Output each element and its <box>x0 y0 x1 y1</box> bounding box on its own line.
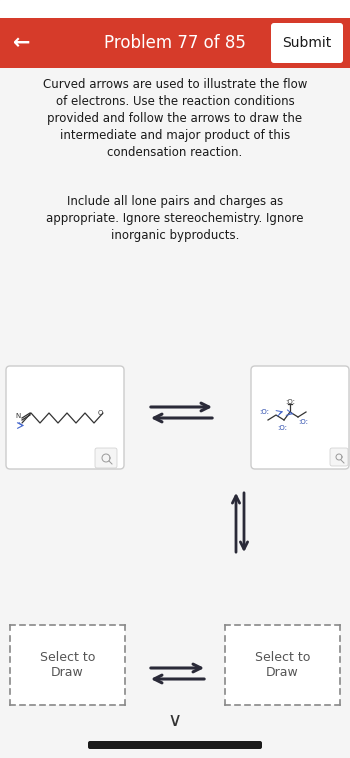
FancyBboxPatch shape <box>95 448 117 468</box>
FancyBboxPatch shape <box>271 23 343 63</box>
Text: intermediate and major product of this: intermediate and major product of this <box>60 129 290 142</box>
Text: appropriate. Ignore stereochemistry. Ignore: appropriate. Ignore stereochemistry. Ign… <box>46 212 304 225</box>
Text: :O:: :O: <box>285 399 295 405</box>
Bar <box>10 625 125 705</box>
Text: Include all lone pairs and charges as: Include all lone pairs and charges as <box>67 195 283 208</box>
Text: :O:: :O: <box>259 409 269 415</box>
Text: :O:: :O: <box>298 419 308 425</box>
Text: inorganic byproducts.: inorganic byproducts. <box>111 229 239 242</box>
Bar <box>0 0 350 17</box>
FancyBboxPatch shape <box>330 448 348 466</box>
Text: Select to
Draw: Select to Draw <box>255 651 310 679</box>
Text: provided and follow the arrows to draw the: provided and follow the arrows to draw t… <box>48 112 302 125</box>
Bar <box>0 18 350 68</box>
Text: of electrons. Use the reaction conditions: of electrons. Use the reaction condition… <box>56 95 294 108</box>
Bar <box>225 625 340 705</box>
Text: :O:: :O: <box>277 425 287 431</box>
Text: N: N <box>15 413 21 419</box>
Text: ∨: ∨ <box>168 710 182 729</box>
FancyBboxPatch shape <box>251 366 349 469</box>
FancyBboxPatch shape <box>88 741 262 749</box>
Text: Curved arrows are used to illustrate the flow: Curved arrows are used to illustrate the… <box>43 78 307 91</box>
Text: Submit: Submit <box>282 36 332 50</box>
Text: ←: ← <box>13 33 31 53</box>
Text: Problem 77 of 85: Problem 77 of 85 <box>104 34 246 52</box>
FancyBboxPatch shape <box>6 366 124 469</box>
Text: Select to
Draw: Select to Draw <box>40 651 95 679</box>
Text: O: O <box>97 410 103 416</box>
Text: condensation reaction.: condensation reaction. <box>107 146 243 159</box>
